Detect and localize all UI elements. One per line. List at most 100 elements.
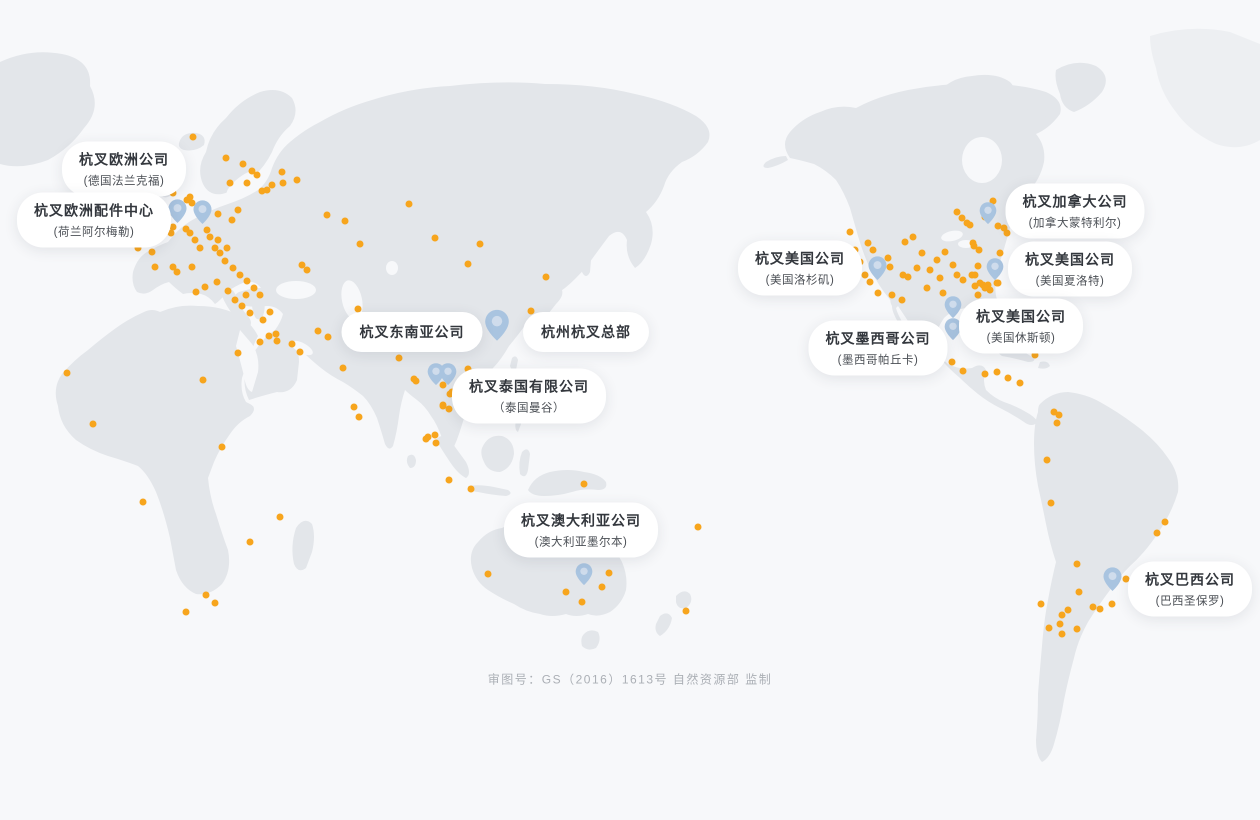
dealer-dot bbox=[1058, 611, 1066, 619]
dealer-dot bbox=[256, 291, 264, 299]
dealer-dot bbox=[926, 266, 934, 274]
dealer-dot bbox=[974, 262, 982, 270]
dealer-dot bbox=[276, 513, 284, 521]
map-pin-icon bbox=[1102, 567, 1122, 591]
dealer-dot bbox=[996, 249, 1004, 257]
dealer-dot bbox=[886, 263, 894, 271]
dealer-dot bbox=[439, 381, 447, 389]
dealer-dot bbox=[578, 598, 586, 606]
dealer-dot bbox=[1122, 575, 1130, 583]
dealer-dot bbox=[196, 244, 204, 252]
dealer-dot bbox=[467, 485, 475, 493]
map-pin-icon bbox=[485, 309, 509, 341]
dealer-dot bbox=[339, 364, 347, 372]
location-pin-thailand-1 bbox=[426, 362, 446, 386]
dealer-dot bbox=[974, 291, 982, 299]
dealer-dot bbox=[989, 197, 997, 205]
location-label-europe-parts: 杭叉欧洲配件中心 (荷兰阿尔梅勒) bbox=[17, 192, 171, 248]
dealer-dot bbox=[259, 316, 267, 324]
dealer-dot bbox=[439, 402, 447, 410]
dealer-dot bbox=[258, 187, 266, 195]
dealer-dot bbox=[884, 254, 892, 262]
location-label-title: 杭叉东南亚公司 bbox=[359, 324, 465, 340]
location-label-usa-charlotte: 杭叉美国公司 (美国夏洛特) bbox=[1008, 241, 1132, 297]
dealer-dot bbox=[1108, 600, 1116, 608]
location-label-mexico: 杭叉墨西哥公司 (墨西哥帕丘卡) bbox=[808, 320, 948, 376]
dealer-dot bbox=[1096, 605, 1104, 613]
dealer-dot bbox=[904, 273, 912, 281]
land-tasmania bbox=[581, 630, 600, 650]
location-pin-europe-1 bbox=[167, 198, 188, 224]
dealer-dot bbox=[183, 196, 191, 204]
land-greenland-west bbox=[0, 52, 95, 167]
dealer-dot bbox=[242, 291, 250, 299]
dealer-dot bbox=[1073, 625, 1081, 633]
land-sri-lanka bbox=[406, 454, 416, 468]
dealer-dot bbox=[1045, 624, 1053, 632]
dealer-dot bbox=[445, 405, 453, 413]
dealer-dot bbox=[273, 337, 281, 345]
location-label-city: (墨西哥帕丘卡) bbox=[837, 354, 919, 367]
dealer-dot bbox=[234, 349, 242, 357]
dealer-dot bbox=[846, 228, 854, 236]
dealer-dot bbox=[1064, 606, 1072, 614]
map-pin-icon bbox=[439, 363, 457, 386]
location-label-title: 杭叉欧洲配件中心 bbox=[34, 202, 154, 219]
location-label-title: 杭叉墨西哥公司 bbox=[825, 330, 931, 347]
dealer-dot bbox=[984, 281, 992, 289]
land-sakhalin bbox=[581, 241, 592, 276]
dealer-dot bbox=[431, 234, 439, 242]
dealer-dot bbox=[993, 368, 1001, 376]
dealer-dot bbox=[901, 238, 909, 246]
dealer-dot bbox=[231, 296, 239, 304]
location-pin-usa-la bbox=[867, 255, 888, 281]
dealer-dot bbox=[226, 179, 234, 187]
location-label-title: 杭叉巴西公司 bbox=[1145, 571, 1235, 588]
location-label-title: 杭叉加拿大公司 bbox=[1022, 193, 1128, 210]
land-italy bbox=[221, 287, 251, 328]
dealer-dot bbox=[958, 214, 966, 222]
dealer-dot bbox=[959, 276, 967, 284]
dealer-dot bbox=[939, 289, 947, 297]
location-pin-headquarters bbox=[483, 308, 511, 342]
location-label-title: 杭叉美国公司 bbox=[976, 308, 1066, 325]
location-pin-mexico bbox=[943, 317, 963, 341]
dealer-dot bbox=[229, 264, 237, 272]
dealer-dot bbox=[580, 480, 588, 488]
dealer-dot bbox=[265, 332, 273, 340]
location-pin-canada bbox=[978, 201, 998, 225]
map-pin-icon bbox=[944, 318, 962, 341]
dealer-dot bbox=[981, 370, 989, 378]
dealer-dot bbox=[1055, 411, 1063, 419]
dealer-dot bbox=[874, 289, 882, 297]
location-label-thailand: 杭叉泰国有限公司 （泰国曼谷） bbox=[452, 368, 606, 424]
dealer-dot bbox=[203, 226, 211, 234]
dealer-dot bbox=[355, 413, 363, 421]
dealer-dot bbox=[913, 264, 921, 272]
dealer-dot bbox=[223, 244, 231, 252]
dealer-dot bbox=[888, 291, 896, 299]
land-hispaniola bbox=[1038, 361, 1050, 369]
dealer-dot bbox=[188, 199, 196, 207]
land-scandinavia bbox=[200, 90, 296, 195]
dealer-dot bbox=[293, 176, 301, 184]
dealer-dot bbox=[605, 569, 613, 577]
dealer-dot bbox=[167, 229, 175, 237]
dealer-dot bbox=[323, 211, 331, 219]
dealer-dot bbox=[1056, 620, 1064, 628]
dealer-dot bbox=[1161, 518, 1169, 526]
location-label-usa-la: 杭叉美国公司 (美国洛杉矶) bbox=[738, 240, 862, 296]
dealer-dot bbox=[948, 358, 956, 366]
dealer-dot bbox=[246, 309, 254, 317]
land-borneo bbox=[481, 435, 514, 472]
location-label-canada: 杭叉加拿大公司 (加拿大蒙特利尔) bbox=[1005, 183, 1145, 239]
dealer-dot bbox=[1004, 374, 1012, 382]
dealer-dot bbox=[410, 375, 418, 383]
dealer-dot bbox=[1043, 456, 1051, 464]
dealer-dot bbox=[1000, 224, 1008, 232]
map-pin-icon bbox=[575, 563, 593, 586]
location-label-city: (巴西圣保罗) bbox=[1155, 595, 1225, 608]
dealer-dot bbox=[224, 287, 232, 295]
dealer-dot bbox=[432, 439, 440, 447]
